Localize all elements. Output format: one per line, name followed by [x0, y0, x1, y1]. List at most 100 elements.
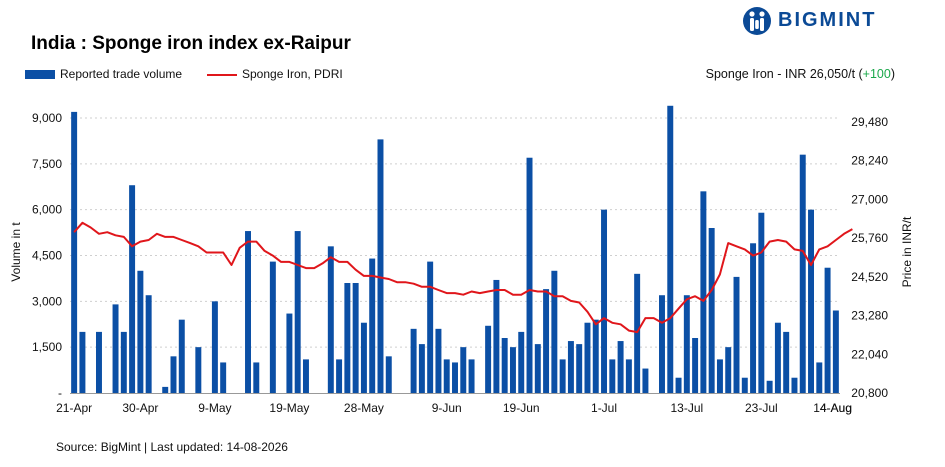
volume-bar [543, 289, 550, 393]
volume-bar [294, 231, 301, 393]
volume-bar [799, 154, 806, 393]
volume-bar [435, 328, 442, 393]
volume-bar [617, 341, 624, 393]
left-tick-label: 1,500 [32, 340, 62, 354]
volume-bar [725, 347, 732, 393]
x-axis-ticks: 21-Apr 30-Apr 9-May 19-May 28-May 9-Jun 19-Jun… [56, 401, 852, 415]
x-tick-label: 9-May [198, 401, 231, 415]
volume-bar [253, 362, 260, 393]
left-tick-label: 6,000 [32, 203, 62, 217]
volume-bar [145, 295, 152, 393]
volume-bar [129, 185, 136, 393]
volume-bar [336, 359, 343, 393]
volume-bar [559, 359, 566, 393]
right-tick-label: 20,800 [851, 386, 888, 400]
brand-name: BIGMINT [778, 9, 877, 31]
volume-bar [195, 347, 202, 393]
source-note: Source: BigMint | Last updated: 14-08-20… [56, 440, 288, 454]
volume-bar [766, 380, 773, 393]
legend-label-price: Sponge Iron, PDRI [242, 67, 343, 81]
volume-bar [816, 362, 823, 393]
volume-bar [211, 301, 218, 393]
right-tick-label: 29,480 [851, 115, 888, 129]
volume-bar [551, 270, 558, 393]
volume-bar [410, 328, 417, 393]
volume-bar [634, 273, 641, 393]
left-tick-label: 4,500 [32, 249, 62, 263]
volume-bar [642, 368, 649, 393]
volume-bar [791, 377, 798, 393]
current-price-note: Sponge Iron - INR 26,050/t (+100) [706, 67, 895, 81]
grid-lines [70, 117, 840, 348]
volume-bar [418, 344, 425, 393]
legend-swatch-line [207, 74, 237, 76]
x-tick-label: 28-May [344, 401, 384, 415]
left-tick-label: - [58, 386, 62, 400]
logo-icon [743, 7, 771, 35]
x-tick-label: 13-Jul [670, 401, 703, 415]
volume-bar [758, 212, 765, 393]
volume-bar [692, 338, 699, 393]
volume-bar [79, 331, 86, 393]
volume-bar [220, 362, 227, 393]
x-tick-label: 19-Jun [503, 401, 540, 415]
price-line [73, 221, 853, 334]
volume-bar [783, 331, 790, 393]
volume-bar [162, 386, 169, 393]
x-tick-label: 21-Apr [56, 401, 92, 415]
volume-bar [377, 139, 384, 393]
volume-bar [808, 209, 815, 393]
volume-bar [452, 362, 458, 393]
volume-bar [625, 359, 632, 393]
volume-bar [518, 331, 525, 393]
left-tick-label: 9,000 [32, 111, 62, 125]
volume-bar [708, 228, 715, 393]
price-note-close: ) [890, 67, 895, 81]
volume-bar [344, 283, 351, 393]
volume-bar [485, 325, 492, 393]
volume-bar [659, 295, 665, 393]
volume-bar [95, 331, 102, 393]
volume-bar [427, 261, 434, 393]
volume-bar [71, 111, 78, 393]
right-tick-label: 28,240 [851, 154, 888, 168]
volume-bar [178, 319, 185, 393]
volume-bar [112, 304, 119, 393]
right-tick-label: 27,000 [851, 192, 888, 206]
volume-bar [609, 359, 616, 393]
right-axis-title: Price in INR/t [900, 216, 914, 287]
left-axis-title: Volume in t [9, 222, 23, 282]
volume-bar [567, 341, 574, 393]
volume-bar [352, 283, 359, 393]
volume-bar [675, 377, 682, 393]
bar-series [71, 105, 839, 394]
volume-bar [741, 377, 748, 393]
volume-bar [526, 157, 533, 393]
volume-bar [286, 313, 293, 393]
volume-bar [385, 356, 392, 393]
volume-bar [716, 359, 723, 393]
left-axis-ticks: - 1,500 3,000 4,500 6,000 7,500 9,000 [32, 111, 62, 400]
volume-bar [832, 310, 839, 393]
x-tick-label: 9-Jun [432, 401, 462, 415]
volume-bar [443, 359, 450, 393]
volume-bar [302, 359, 309, 393]
volume-bar [170, 356, 177, 393]
volume-bar [824, 267, 831, 393]
bigmint-logo [743, 7, 771, 35]
volume-bar [576, 344, 583, 393]
volume-bar [683, 295, 690, 393]
price-note-text: Sponge Iron - INR 26,050/t ( [705, 67, 863, 81]
volume-bar [460, 347, 467, 393]
chart-title: India : Sponge iron index ex-Raipur [31, 33, 351, 54]
volume-bar [493, 279, 500, 393]
price-change: +100 [862, 67, 891, 81]
left-tick-label: 7,500 [32, 157, 62, 171]
x-tick-label: 23-Jul [745, 401, 778, 415]
x-tick-label: 1-Jul [591, 401, 617, 415]
volume-bar [601, 209, 608, 393]
volume-bar [501, 338, 508, 393]
volume-bar [667, 105, 674, 394]
volume-bar [269, 261, 276, 393]
